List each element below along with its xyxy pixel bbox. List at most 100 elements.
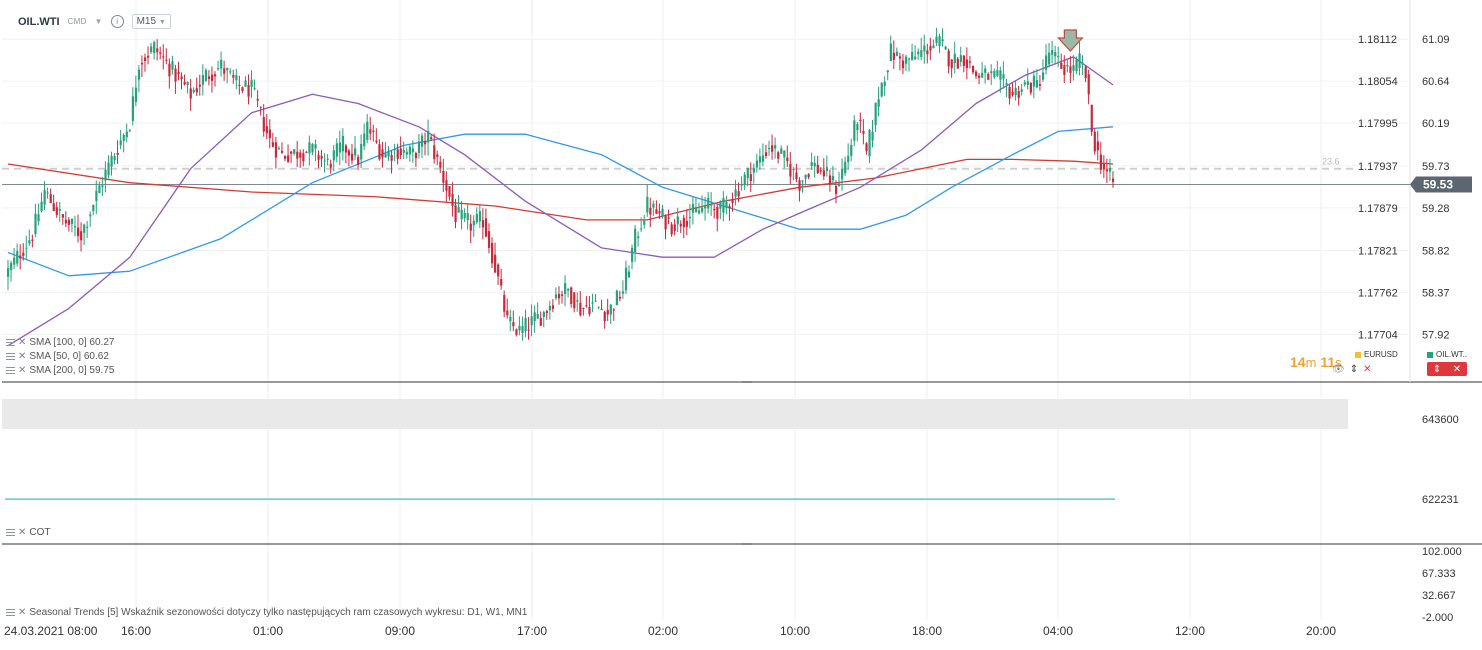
candle-body: [61, 214, 64, 218]
candle-body: [621, 291, 625, 294]
candle-body: [186, 81, 189, 86]
candle-body: [1041, 72, 1045, 80]
candle-body: [655, 209, 658, 214]
candle-body: [734, 189, 737, 197]
settings-lines-icon[interactable]: [6, 367, 15, 374]
overlay-eurusd[interactable]: EURUSD: [1355, 350, 1398, 359]
candle-body: [430, 137, 433, 140]
candle-body: [110, 155, 113, 167]
candle-body: [752, 167, 755, 173]
close-icon[interactable]: ✕: [18, 337, 27, 348]
reorder-icon[interactable]: ⇕: [1349, 364, 1359, 375]
candle-body: [1054, 52, 1057, 57]
candle-body: [34, 213, 37, 235]
seasonal-tick-label: -2.000: [1422, 612, 1453, 624]
close-icon[interactable]: ✕: [1452, 363, 1462, 375]
candle-body: [10, 262, 13, 271]
candle-body: [366, 121, 369, 140]
candle-body: [1048, 52, 1051, 65]
candle-body: [710, 204, 713, 206]
candle-body: [643, 220, 646, 225]
candle-body: [904, 56, 908, 64]
chevron-down-icon[interactable]: ▼: [94, 17, 103, 26]
candle-body: [579, 302, 582, 316]
candle-body: [987, 73, 990, 80]
candle-body: [813, 162, 816, 167]
candle-body: [603, 311, 606, 322]
settings-lines-icon[interactable]: [6, 529, 15, 536]
candle-body: [917, 51, 920, 55]
candle-body: [147, 55, 150, 58]
sma200-legend[interactable]: ✕ SMA [200, 0] 59.75: [6, 365, 114, 376]
candle-body: [171, 61, 174, 70]
sma200-label: SMA [200, 0] 59.75: [29, 365, 115, 376]
candle-body: [834, 185, 838, 194]
candle-body: [597, 306, 600, 308]
candles-icon[interactable]: ⇕: [1432, 363, 1442, 375]
candle-body: [971, 65, 975, 73]
candle-body: [451, 193, 454, 207]
candle-body: [454, 205, 457, 222]
candle-body: [277, 148, 281, 150]
close-icon[interactable]: ✕: [18, 527, 27, 538]
settings-lines-icon[interactable]: [6, 339, 15, 346]
cot-band: [2, 399, 1348, 429]
candle-body: [850, 144, 853, 156]
candle-body: [299, 152, 302, 158]
candle-body: [923, 45, 926, 52]
overlay-oilwti[interactable]: OIL.WT..: [1427, 350, 1467, 359]
candle-body: [1102, 164, 1106, 170]
candle-body: [634, 228, 637, 252]
candle-body: [548, 306, 552, 311]
close-icon[interactable]: ✕: [18, 351, 27, 362]
candle-body: [792, 169, 795, 171]
candle-body: [119, 140, 122, 146]
close-icon[interactable]: ✕: [18, 607, 27, 618]
candle-body: [914, 56, 917, 60]
candle-body: [323, 160, 326, 162]
price-tick-label: 58.37: [1422, 288, 1450, 300]
close-icon[interactable]: ✕: [18, 365, 27, 376]
cot-legend[interactable]: ✕ COT: [6, 527, 51, 538]
close-icon[interactable]: ✕: [1363, 364, 1372, 375]
secondary-tick-label: 1.17995: [1358, 118, 1398, 130]
symbol-label[interactable]: OIL.WTI: [18, 15, 60, 28]
candle-body: [98, 185, 101, 194]
candle-body: [1105, 169, 1109, 172]
eye-icon[interactable]: 👁: [1332, 364, 1345, 375]
candle-body: [661, 208, 664, 217]
sma50-line: [7, 56, 1114, 347]
sma100-legend[interactable]: ✕ SMA [100, 0] 60.27: [6, 337, 114, 348]
candle-body: [676, 216, 679, 225]
sma50-legend[interactable]: ✕ SMA [50, 0] 60.62: [6, 351, 109, 362]
candle-body: [883, 81, 886, 86]
info-icon[interactable]: i: [110, 15, 124, 28]
candle-body: [1111, 178, 1115, 182]
settings-lines-icon[interactable]: [6, 353, 15, 360]
candle-body: [284, 156, 287, 159]
candle-body: [640, 228, 643, 230]
candle-body: [865, 143, 868, 152]
price-axis: 61.09 60.64 60.19 59.73 59.28 58.82 58.37 57.92…: [1410, 34, 1472, 342]
candle-body: [789, 163, 792, 177]
sma50-label: SMA [50, 0] 60.62: [29, 351, 109, 362]
candle-body: [177, 72, 180, 75]
candle-body: [1096, 141, 1099, 151]
candle-body: [7, 267, 10, 277]
candle-body: [250, 79, 253, 87]
candle-body: [463, 213, 466, 219]
seasonal-legend[interactable]: ✕ Seasonal Trends [5] Wskaźnik sezonowoś…: [6, 607, 527, 618]
candle-body: [506, 310, 509, 316]
candle-body: [847, 155, 850, 163]
candle-body: [1066, 64, 1069, 67]
candle-body: [329, 163, 332, 168]
current-price-tag: [1410, 176, 1472, 193]
candle-body: [1032, 75, 1036, 87]
timeframe-select[interactable]: M15 ▼: [131, 14, 171, 29]
candle-body: [1057, 55, 1060, 58]
overlay-oilwti-controls[interactable]: ⇕ ✕: [1427, 362, 1467, 376]
settings-lines-icon[interactable]: [6, 609, 15, 616]
seasonal-tick-label: 32.667: [1422, 590, 1456, 602]
candle-body: [810, 162, 813, 167]
